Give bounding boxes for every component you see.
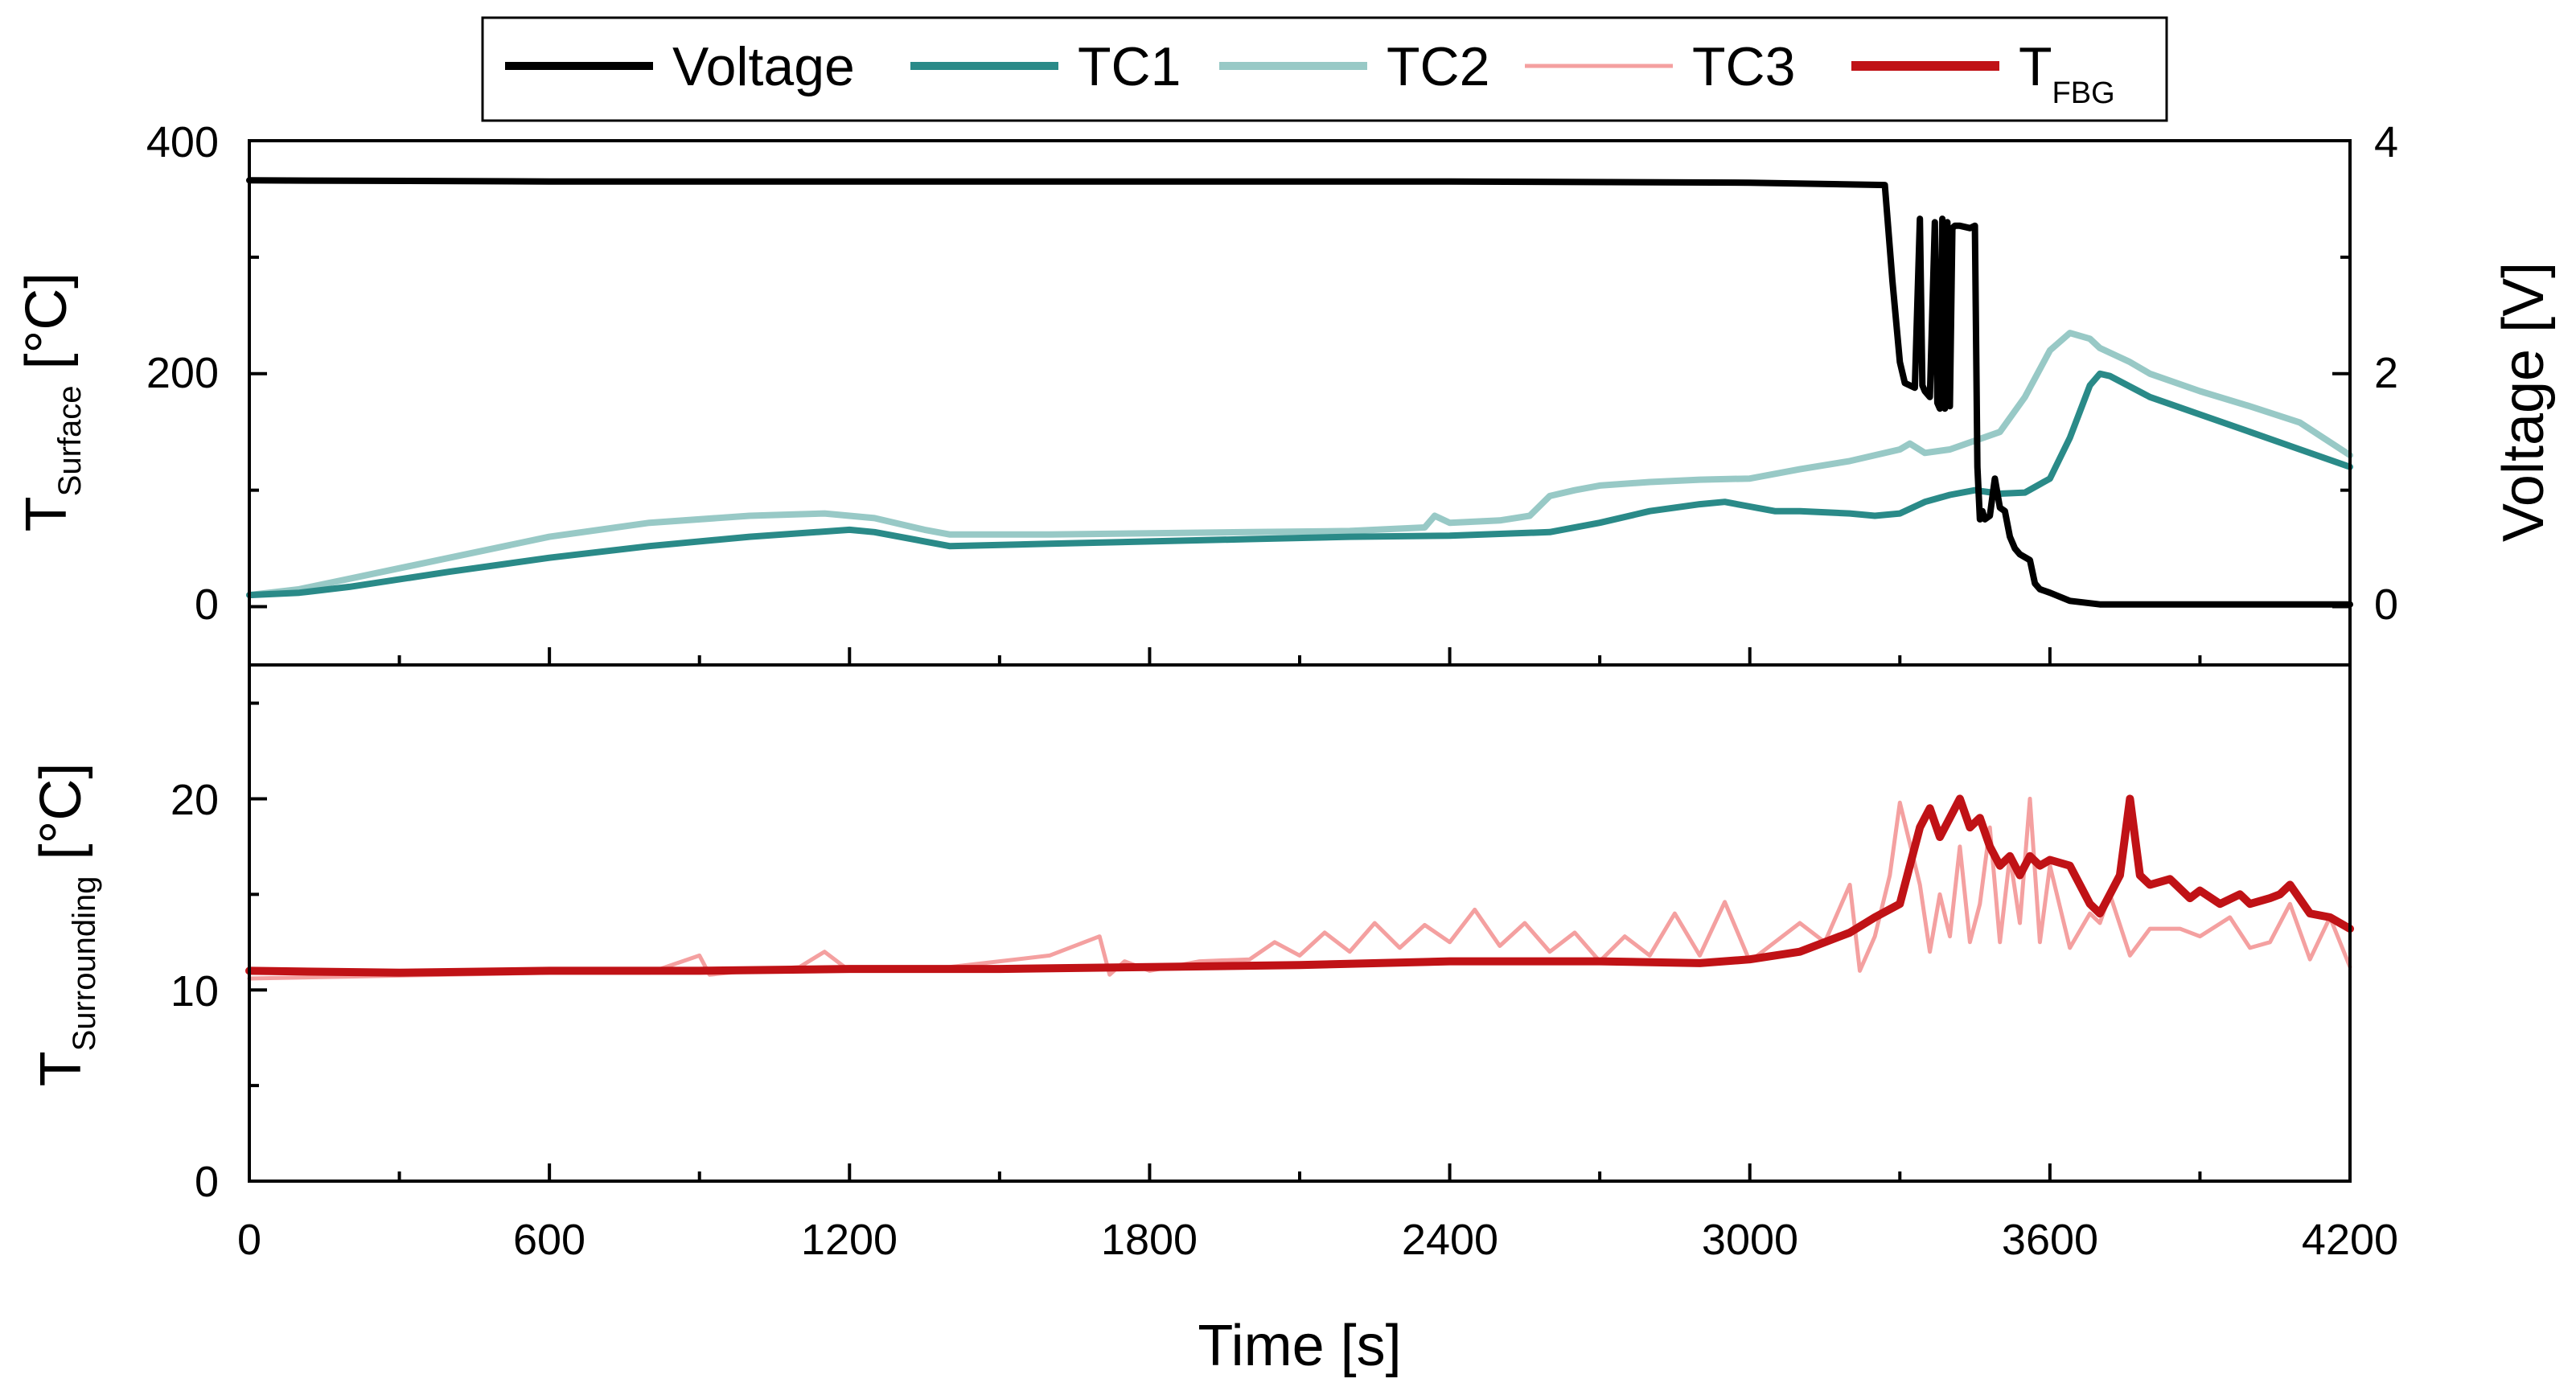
x-tick-label-1200: 1200 [801, 1216, 898, 1264]
x-axis-title: Time [s] [1198, 1314, 1401, 1378]
x-tick-label-3600: 3600 [2002, 1216, 2098, 1264]
bottom-tick-label-0: 0 [195, 1158, 219, 1206]
top-left-tick-label-400: 400 [146, 118, 219, 166]
top-panel: 0 200 400 0 2 4 TSurface [°C] Voltage [V… [14, 118, 2556, 667]
x-ticks [248, 647, 2352, 1181]
top-right-ticks [2332, 139, 2350, 609]
top-left-tick-label-200: 200 [146, 349, 219, 397]
top-left-axis-title-sub: Surface [52, 385, 88, 496]
legend-label-tfbg-sub: FBG [2052, 76, 2115, 110]
bottom-tick-label-20: 20 [171, 776, 219, 824]
bottom-plot-series [245, 794, 2354, 981]
top-left-ticks [249, 139, 267, 609]
x-tick-label-0: 0 [237, 1216, 261, 1264]
legend-label-tc3: TC3 [1692, 36, 1795, 97]
bottom-axis-title: TSurrounding [°C] [29, 763, 102, 1087]
bottom-left-ticks [249, 701, 267, 1183]
bottom-panel: 0 10 20 TSurrounding [°C] 0 600 1200 180… [29, 647, 2398, 1378]
legend-label-voltage: Voltage [672, 36, 855, 97]
x-tick-label-3000: 3000 [1702, 1216, 1798, 1264]
x-tick-label-2400: 2400 [1402, 1216, 1498, 1264]
series-line-t-fbg [245, 794, 2354, 977]
bottom-tick-label-10: 10 [171, 967, 219, 1015]
top-left-axis-title-unit: [°C] [14, 273, 79, 386]
legend-label-tfbg: TFBG [2019, 36, 2115, 110]
bottom-axis-title-main: T [29, 1051, 93, 1086]
legend-label-tc2: TC2 [1387, 36, 1489, 97]
x-tick-label-600: 600 [513, 1216, 585, 1264]
legend-label-tfbg-main: T [2019, 36, 2052, 97]
top-plot-series [246, 177, 2353, 608]
bottom-panel-frame [248, 663, 2352, 1183]
top-right-axis-title: Voltage [V] [2492, 262, 2556, 542]
x-tick-label-4200: 4200 [2302, 1216, 2398, 1264]
series-line-tc3 [247, 796, 2352, 981]
series-line-voltage [246, 177, 2353, 608]
top-left-tick-label-0: 0 [195, 581, 219, 629]
top-left-axis-title: TSurface [°C] [14, 273, 88, 532]
top-left-axis-title-main: T [14, 496, 79, 531]
legend: Voltage TC1 TC2 TC3 TFBG [481, 16, 2168, 122]
series-line-tc1 [246, 370, 2353, 599]
bottom-axis-title-sub: Surrounding [67, 876, 102, 1051]
top-right-tick-label-4: 4 [2374, 118, 2398, 166]
legend-label-tc1: TC1 [1078, 36, 1181, 97]
series-line-tc2 [246, 330, 2353, 599]
top-right-tick-label-2: 2 [2374, 349, 2398, 397]
x-tick-label-1800: 1800 [1101, 1216, 1198, 1264]
bottom-axis-title-unit: [°C] [29, 763, 93, 876]
top-right-tick-label-0: 0 [2374, 581, 2398, 629]
